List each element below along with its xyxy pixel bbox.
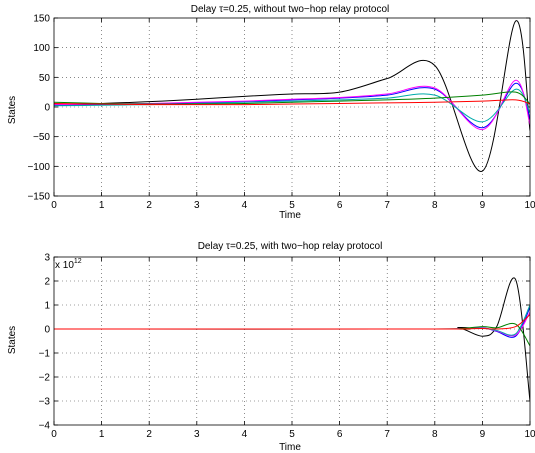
x-tick-label: 3 <box>194 429 200 440</box>
chart-top: Delay τ=0.25, without two−hop relay prot… <box>7 4 535 221</box>
y-tick-label: 50 <box>39 73 51 84</box>
y-tick-label: 0 <box>44 103 50 114</box>
y-tick-label: −3 <box>39 397 51 408</box>
series-group <box>54 20 530 172</box>
x-tick-label: 2 <box>146 200 152 211</box>
y-tick-label: −100 <box>27 162 50 173</box>
x-tick-label: 9 <box>480 200 486 211</box>
y-tick-label: −2 <box>39 373 51 384</box>
x-axis-label: Time <box>279 210 301 221</box>
series-line-6 <box>54 314 530 330</box>
series-line-6 <box>54 99 530 106</box>
y-tick-label: 100 <box>33 43 50 54</box>
y-multiplier-exponent: 12 <box>74 258 82 265</box>
y-tick-label: −50 <box>33 132 50 143</box>
series-group <box>54 277 530 402</box>
y-axis-label: States <box>7 96 18 124</box>
y-tick-label: −1 <box>39 349 51 360</box>
x-tick-label: 9 <box>480 429 486 440</box>
x-tick-label: 4 <box>242 200 248 211</box>
series-line-2 <box>54 82 530 129</box>
series-line-3 <box>54 311 530 337</box>
y-tick-label: 3 <box>44 253 50 264</box>
x-tick-label: 8 <box>432 200 438 211</box>
x-tick-label: 1 <box>99 200 105 211</box>
x-tick-label: 7 <box>384 200 390 211</box>
series-line-5 <box>54 91 530 105</box>
x-tick-label: 8 <box>432 429 438 440</box>
y-tick-label: 0 <box>44 325 50 336</box>
axes-box <box>53 17 531 197</box>
x-tick-label: 2 <box>146 429 152 440</box>
y-tick-label: −4 <box>39 421 51 432</box>
series-line-5 <box>54 322 530 347</box>
x-tick-label: 5 <box>289 429 295 440</box>
y-tick-label: 2 <box>44 277 50 288</box>
series-line-2 <box>54 307 530 338</box>
x-axis-label: Time <box>279 442 301 453</box>
series-line-1 <box>54 277 530 402</box>
x-tick-label: 1 <box>99 429 105 440</box>
series-line-3 <box>54 79 530 131</box>
x-tick-label: 0 <box>51 200 57 211</box>
x-tick-label: 4 <box>242 429 248 440</box>
chart-bottom: Delay τ=0.25, with two−hop relay protoco… <box>7 241 535 453</box>
x-tick-label: 0 <box>51 429 57 440</box>
axes-box <box>53 256 531 426</box>
y-multiplier: x 1012 <box>55 258 82 271</box>
chart-title: Delay τ=0.25, with two−hop relay protoco… <box>198 241 383 252</box>
x-tick-label: 3 <box>194 200 200 211</box>
x-tick-label: 5 <box>289 200 295 211</box>
x-tick-label: 6 <box>337 429 343 440</box>
x-tick-label: 6 <box>337 200 343 211</box>
y-tick-label: 1 <box>44 301 50 312</box>
y-tick-label: −150 <box>27 192 50 203</box>
chart-title: Delay τ=0.25, without two−hop relay prot… <box>191 4 390 15</box>
x-tick-label: 10 <box>524 200 535 211</box>
y-axis-label: States <box>7 326 18 354</box>
x-tick-label: 7 <box>384 429 390 440</box>
x-tick-label: 10 <box>524 429 535 440</box>
series-line-1 <box>54 20 530 172</box>
y-tick-label: 150 <box>33 14 50 25</box>
